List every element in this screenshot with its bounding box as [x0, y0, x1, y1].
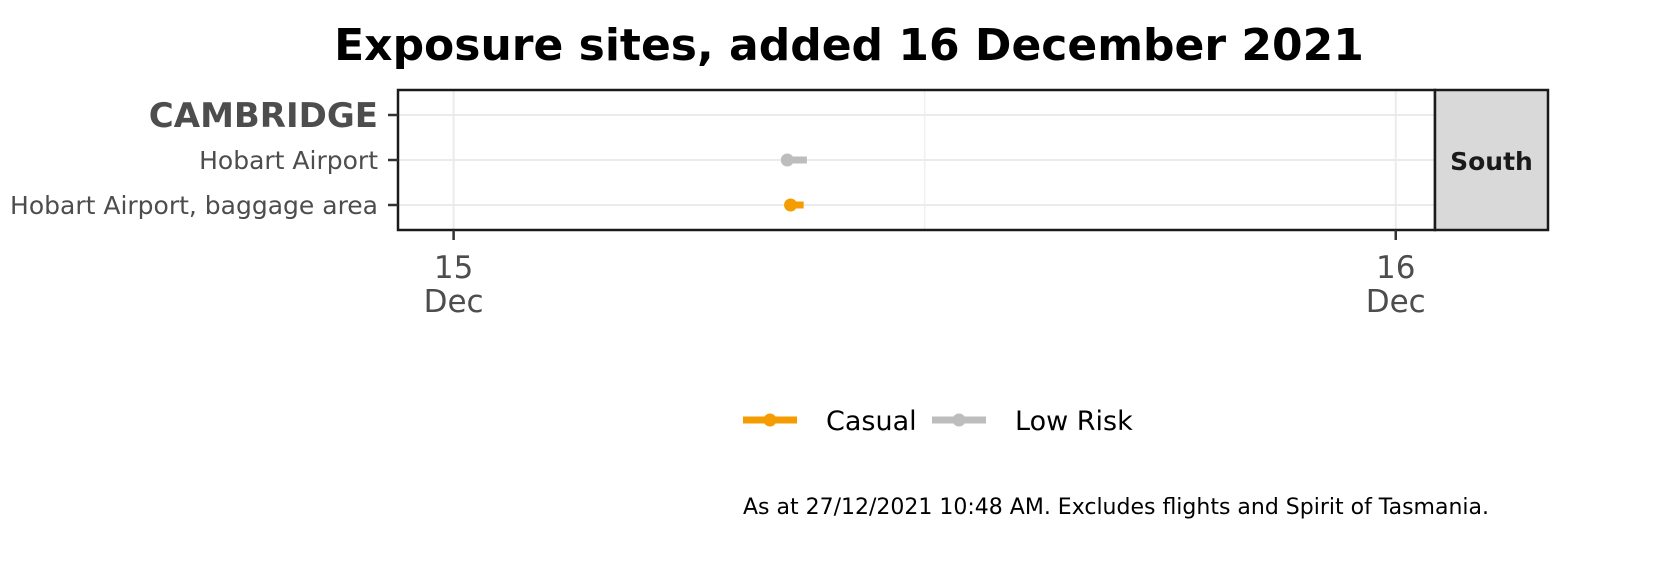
x-tick-label: Dec	[424, 284, 484, 320]
x-tick-label: 15	[434, 250, 473, 286]
y-tick-label: CAMBRIDGE	[149, 96, 378, 136]
legend-label: Low Risk	[1015, 406, 1133, 437]
facet-label: South	[1450, 147, 1533, 176]
facet-strip: South	[1433, 88, 1550, 232]
gridlines	[398, 90, 1435, 230]
x-tick-label: Dec	[1366, 284, 1426, 320]
y-axis: CAMBRIDGE Hobart Airport Hobart Airport, b…	[10, 96, 398, 220]
legend-key-point	[763, 413, 777, 427]
legend: Casual Low Risk	[743, 406, 1133, 437]
chart-caption: As at 27/12/2021 10:48 AM. Excludes flig…	[743, 495, 1489, 520]
series-marks	[780, 153, 807, 212]
y-tick-label: Hobart Airport, baggage area	[10, 191, 378, 220]
interval-point	[780, 153, 794, 167]
interval-point	[784, 198, 798, 212]
chart-title: Exposure sites, added 16 December 2021	[334, 20, 1364, 71]
facet-strip-box	[1433, 88, 1550, 232]
x-tick-label: 16	[1376, 250, 1415, 286]
y-tick-label: Hobart Airport	[199, 146, 378, 175]
legend-label: Casual	[826, 406, 917, 437]
legend-key-point	[952, 413, 966, 427]
